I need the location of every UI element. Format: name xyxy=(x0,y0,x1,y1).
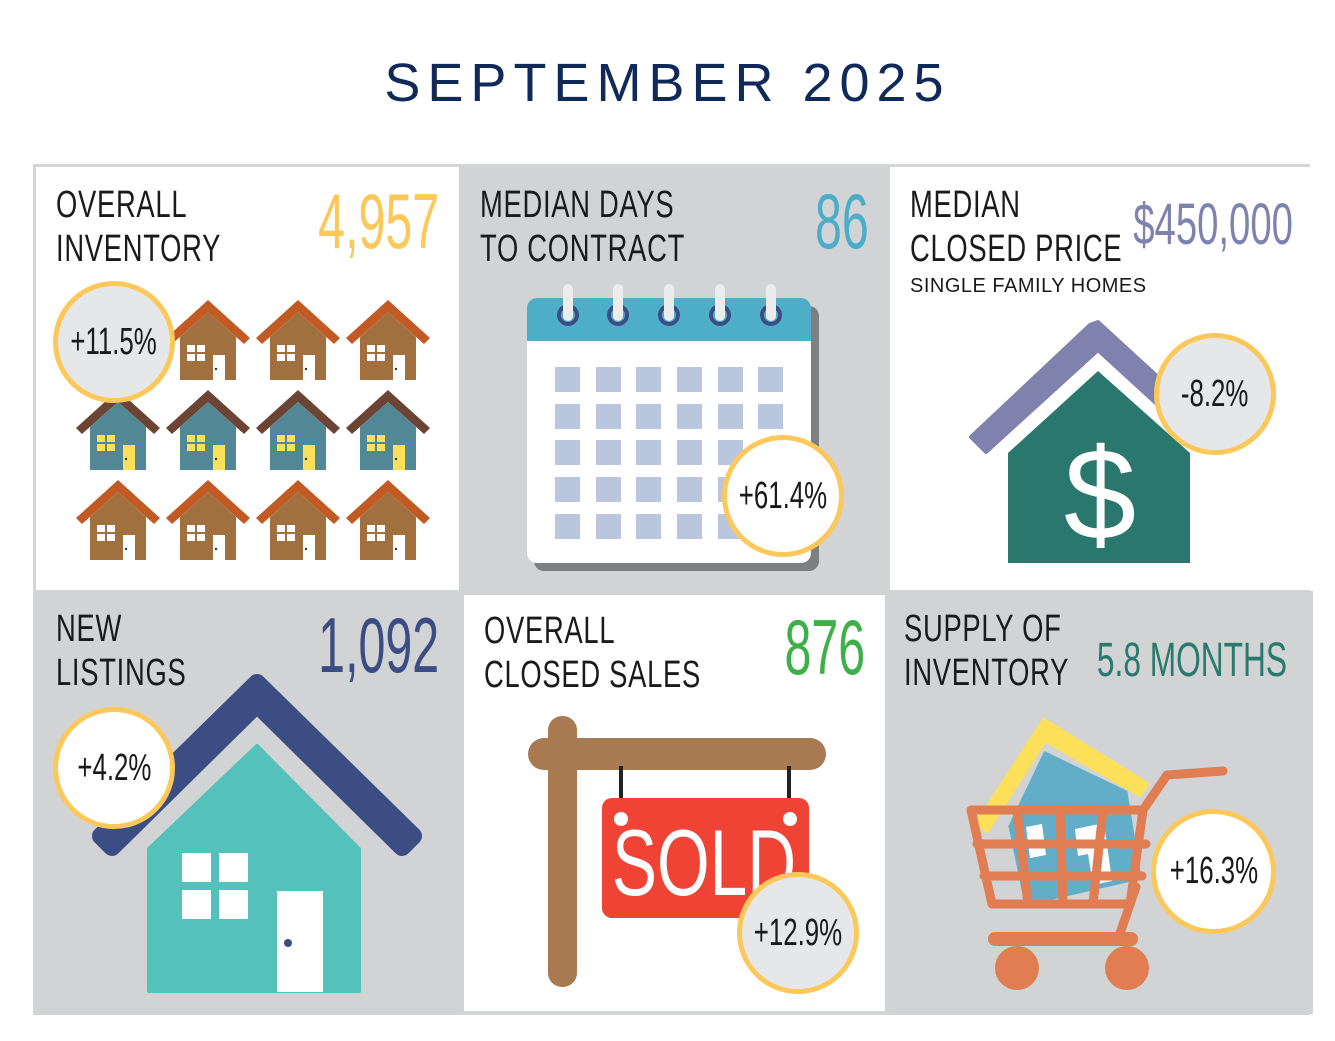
card-overall-inventory: OVERALL INVENTORY 4,957 xyxy=(36,167,459,590)
card-new-listings: NEW LISTINGS 1,092 +4.2% xyxy=(36,591,459,1014)
card-label: OVERALL CLOSED SALES xyxy=(484,610,701,696)
change-value: +16.3% xyxy=(1169,850,1258,892)
card-label: MEDIAN DAYS TO CONTRACT xyxy=(480,184,686,270)
shopping-cart-house-icon xyxy=(966,718,1228,990)
card-overall-closed-sales: OVERALL CLOSED SALES 876 SOLD +12.9% xyxy=(464,595,885,1011)
card-value: $450,000 xyxy=(1133,192,1293,257)
card-label: SUPPLY OF INVENTORY xyxy=(904,608,1070,694)
change-badge: +4.2% xyxy=(53,707,175,829)
card-value: 5.8 MONTHS xyxy=(1096,634,1287,687)
card-value: 86 xyxy=(815,177,869,265)
change-badge: +16.3% xyxy=(1151,809,1276,934)
card-value: 1,092 xyxy=(317,601,439,689)
card-value: 4,957 xyxy=(317,177,439,265)
change-value: +61.4% xyxy=(738,474,828,517)
change-value: +11.5% xyxy=(70,320,158,363)
change-badge: +11.5% xyxy=(53,281,175,403)
card-sublabel: SINGLE FAMILY HOMES xyxy=(910,275,1147,297)
card-supply-of-inventory: SUPPLY OF INVENTORY 5.8 MONTHS +16.3% xyxy=(890,591,1313,1014)
change-value: -8.2% xyxy=(1181,372,1249,415)
card-label: OVERALL INVENTORY xyxy=(56,184,222,270)
house-dollar-icon: $ xyxy=(969,320,1212,567)
card-value: 876 xyxy=(784,603,865,691)
house-icon xyxy=(92,674,422,993)
change-badge: -8.2% xyxy=(1154,333,1276,455)
card-label: NEW LISTINGS xyxy=(56,608,187,694)
page-title: SEPTEMBER 2025 xyxy=(384,53,951,113)
card-median-days-to-contract: MEDIAN DAYS TO CONTRACT 86 xyxy=(460,167,889,590)
change-badge: +12.9% xyxy=(737,872,859,994)
card-median-closed-price: MEDIAN CLOSED PRICE $450,000 SINGLE FAMI… xyxy=(890,167,1313,590)
stats-grid: OVERALL INVENTORY 4,957 xyxy=(33,164,1313,1015)
change-value: +4.2% xyxy=(77,746,151,789)
change-value: +12.9% xyxy=(753,911,843,954)
svg-text:$: $ xyxy=(1064,421,1136,567)
change-badge: +61.4% xyxy=(722,435,844,557)
card-label: MEDIAN CLOSED PRICE xyxy=(910,184,1123,270)
